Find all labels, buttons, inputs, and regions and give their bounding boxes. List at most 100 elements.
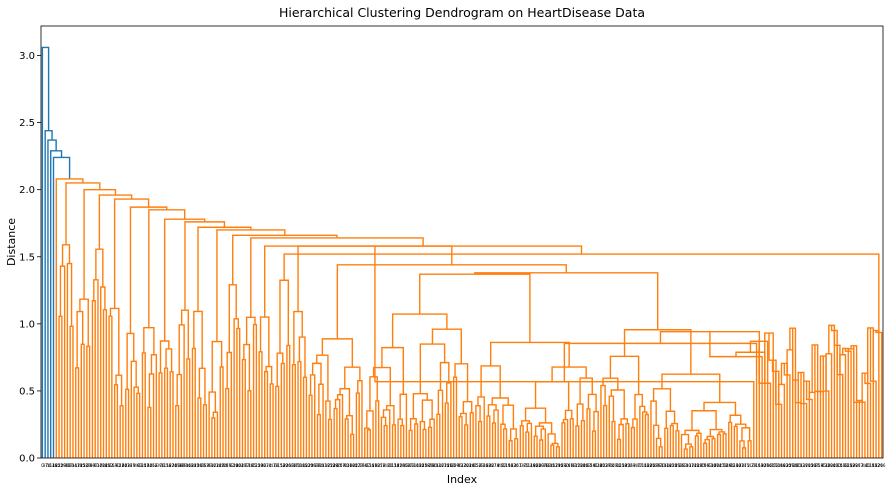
dendrogram-link-275 (669, 424, 674, 458)
x-leaf-label: 116 (753, 463, 761, 468)
x-leaf-label: 248 (694, 463, 702, 468)
x-leaf-label: 65 (796, 463, 802, 468)
dendrogram-link-49 (180, 309, 189, 359)
x-leaf-label: 267 (514, 463, 522, 468)
dendrogram-link-84 (283, 253, 880, 333)
dendrogram-link-39 (150, 354, 158, 458)
x-leaf-label: 287 (811, 463, 819, 468)
y-tick-label: 3.0 (19, 51, 35, 62)
dendrogram-link-254 (608, 395, 615, 458)
dendrogram-link-293 (722, 433, 727, 458)
x-leaf-label: 163 (483, 463, 491, 468)
x-leaf-label: 218 (669, 463, 677, 468)
x-leaf-label: 37 (43, 463, 49, 468)
dendrogram-link-216 (502, 428, 508, 458)
dendrogram-link-151 (325, 400, 331, 458)
x-leaf-label: 180 (189, 463, 197, 468)
dendrogram-link-9 (58, 315, 63, 458)
dendrogram-link-180 (400, 424, 405, 458)
x-leaf-label: 200 (486, 463, 494, 468)
dendrogram-link-195 (446, 382, 452, 458)
dendrogram-link-217 (509, 428, 517, 441)
x-leaf-label: 148 (50, 463, 58, 468)
dendrogram-link-69 (225, 387, 230, 458)
x-leaf-label: 297 (539, 463, 547, 468)
x-leaf-label: 89 (479, 463, 485, 468)
y-axis-ticks: 0.0 0.5 1.0 1.5 2.0 2.5 3.0 (19, 51, 41, 465)
dendrogram-link-137 (297, 245, 453, 312)
dendrogram-link-228 (534, 425, 544, 437)
x-leaf-label: 20 (337, 463, 343, 468)
x-leaf-label: 82 (501, 463, 507, 468)
x-leaf-label: 172 (575, 463, 583, 468)
dendrogram-link-65 (219, 366, 224, 458)
dendrogram-link-28 (113, 384, 119, 458)
dendrogram-link-246 (593, 410, 599, 458)
x-leaf-label: 179 (553, 463, 561, 468)
dendrogram-link-169 (366, 410, 374, 458)
x-leaf-label: 141 (72, 463, 80, 468)
x-leaf-label: 238 (125, 463, 133, 468)
dendrogram-link-55 (193, 310, 203, 369)
x-leaf-label: 79 (751, 463, 757, 468)
x-leaf-label: 194 (144, 463, 152, 468)
x-leaf-label: 123 (731, 463, 739, 468)
dendrogram-link-210 (487, 404, 497, 417)
x-leaf-label: 43 (384, 463, 390, 468)
dendrogram-link-208 (477, 420, 483, 458)
dendrogram-link-172 (375, 400, 380, 458)
dendrogram-link-128 (768, 333, 777, 458)
dendrogram-link-154 (339, 388, 351, 416)
dendrogram-link-40 (148, 373, 155, 458)
x-leaf-label: 42 (748, 463, 754, 468)
x-leaf-label: 176 (803, 463, 811, 468)
x-leaf-label: 265 (400, 463, 408, 468)
dendrogram-link-215 (500, 423, 506, 458)
x-leaf-label: 167 (711, 463, 719, 468)
x-leaf-label: 266 (878, 463, 886, 468)
x-leaf-label: 205 (350, 463, 358, 468)
dendrogram-link-268 (650, 400, 657, 458)
x-leaf-label: 191 (394, 463, 402, 468)
dendrogram-link-78 (264, 245, 583, 318)
x-leaf-label: 228 (397, 463, 405, 468)
x-leaf-label: 161 (369, 463, 377, 468)
x-leaf-label: 69 (182, 463, 188, 468)
x-leaf-label: 222 (55, 463, 63, 468)
x-leaf-label: 85 (251, 463, 257, 468)
x-leaf-label: 293 (311, 463, 319, 468)
x-leaf-label: 143 (186, 463, 194, 468)
x-leaf-label: 233 (261, 463, 269, 468)
dendrogram-link-250 (602, 377, 619, 391)
dendrogram-link-252 (603, 404, 608, 458)
x-leaf-label: 58 (818, 463, 824, 468)
dendrogram-link-13 (79, 298, 89, 347)
x-leaf-label: 283 (583, 463, 591, 468)
dendrogram-link-99 (850, 345, 858, 458)
dendrogram-link-57 (198, 367, 206, 405)
dendrogram-link-162 (355, 392, 360, 458)
dendrogram-link-209 (491, 397, 509, 406)
dendrogram-link-181 (431, 328, 463, 364)
dendrogram-link-265 (644, 413, 649, 458)
dendrogram-link-284 (696, 432, 702, 458)
x-leaf-label: 285 (697, 463, 705, 468)
x-leaf-label: 47 (612, 463, 618, 468)
dendrogram-link-256 (620, 418, 629, 425)
x-leaf-label: 18 (223, 463, 229, 468)
dendrogram-link-241 (576, 403, 584, 426)
dendrogram-link-279 (684, 429, 700, 435)
x-leaf-label: 165 (597, 463, 605, 468)
x-leaf-label: 203 (236, 463, 244, 468)
dendrogram-link-237 (562, 418, 569, 458)
dendrogram-link-80 (258, 351, 263, 458)
x-leaf-label: 247 (216, 463, 224, 468)
x-leaf-label: 10 (610, 463, 616, 468)
x-leaf-label: 46 (134, 463, 140, 468)
dendrogram-link-75 (241, 358, 246, 458)
x-leaf-label: 240 (239, 463, 247, 468)
x-leaf-label: 41 (270, 463, 276, 468)
dendrogram-link-187 (421, 399, 433, 422)
x-leaf-label: 255 (672, 463, 680, 468)
dendrogram-link-25 (109, 307, 120, 376)
